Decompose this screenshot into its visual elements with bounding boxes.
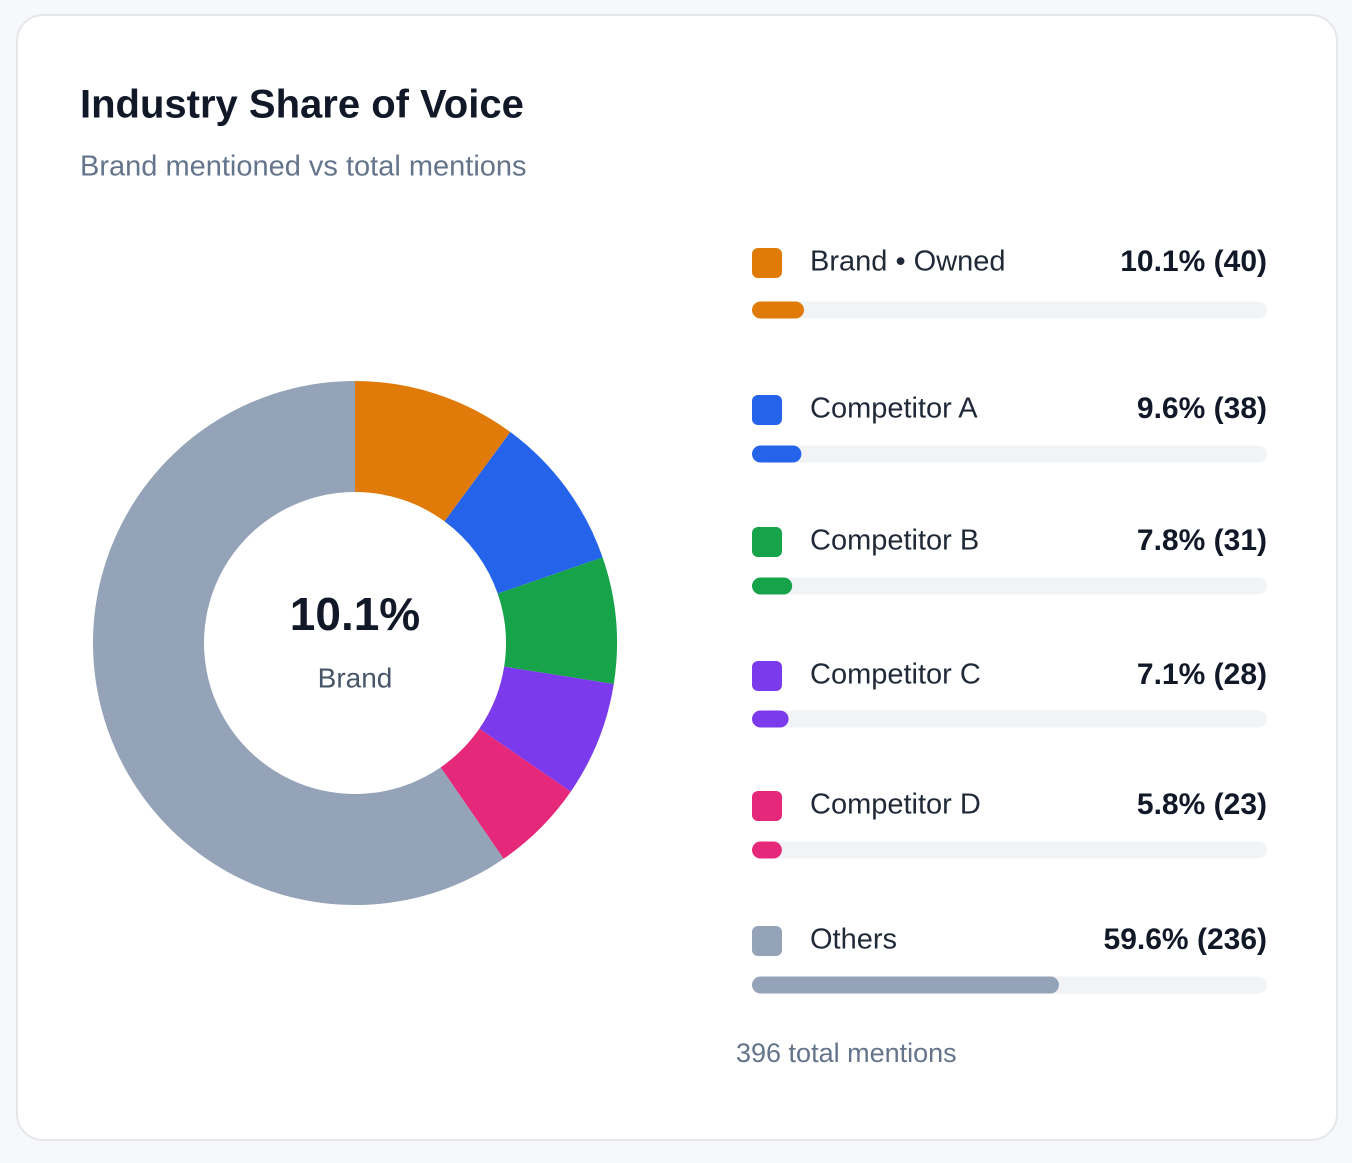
bar-track xyxy=(752,841,1267,859)
legend-label: Competitor C xyxy=(810,659,981,691)
legend-label: Competitor A xyxy=(810,393,978,425)
legend-swatch xyxy=(752,926,782,956)
bar-track xyxy=(752,577,1267,595)
count-label: (38) xyxy=(1214,392,1267,425)
share-bar xyxy=(752,710,789,728)
count-label: (40) xyxy=(1214,245,1267,278)
count-label: (236) xyxy=(1197,923,1267,956)
legend-swatch xyxy=(752,527,782,557)
legend-label: Brand • Owned xyxy=(810,246,1006,278)
value-label: 10.1% (40) xyxy=(1120,245,1267,278)
share-bar xyxy=(752,841,782,859)
legend-swatch xyxy=(752,791,782,821)
donut-slice xyxy=(497,557,618,684)
count-label: (28) xyxy=(1214,658,1267,691)
value-label: 7.1% (28) xyxy=(1137,658,1267,691)
bar-track xyxy=(752,710,1267,728)
legend-swatch xyxy=(752,395,782,425)
value-label: 9.6% (38) xyxy=(1137,392,1267,425)
footnote: 396 total mentions xyxy=(736,1038,957,1068)
donut-slice xyxy=(355,381,511,522)
chart-subtitle: Brand mentioned vs total mentions xyxy=(80,151,527,183)
legend-swatch xyxy=(752,248,782,278)
percent-label: 7.1% xyxy=(1137,658,1205,691)
value-label: 59.6% (236) xyxy=(1104,923,1267,956)
legend-label: Competitor D xyxy=(810,789,981,821)
percent-label: 10.1% xyxy=(1120,245,1205,278)
percent-label: 9.6% xyxy=(1137,392,1205,425)
bar-track xyxy=(752,301,1267,319)
chart-title: Industry Share of Voice xyxy=(80,83,524,127)
donut-slice xyxy=(444,432,603,594)
bar-track xyxy=(752,445,1267,463)
percent-label: 5.8% xyxy=(1137,788,1205,821)
count-label: (31) xyxy=(1214,524,1267,557)
percent-label: 59.6% xyxy=(1104,923,1189,956)
percent-label: 7.8% xyxy=(1137,524,1205,557)
value-label: 7.8% (31) xyxy=(1137,524,1267,557)
center-label: 10.1% xyxy=(290,588,420,640)
share-bar xyxy=(752,976,1059,994)
donut-slice xyxy=(440,728,571,859)
center-caption: Brand xyxy=(318,662,393,693)
legend-label: Others xyxy=(810,924,897,956)
donut-slice xyxy=(93,381,504,906)
share-bar xyxy=(752,301,805,319)
donut-slice xyxy=(479,666,614,792)
legend-label: Competitor B xyxy=(810,525,979,557)
legend-swatch xyxy=(752,661,782,691)
value-label: 5.8% (23) xyxy=(1137,788,1267,821)
share-bar xyxy=(752,577,793,595)
count-label: (23) xyxy=(1214,788,1267,821)
share-bar xyxy=(752,445,802,463)
